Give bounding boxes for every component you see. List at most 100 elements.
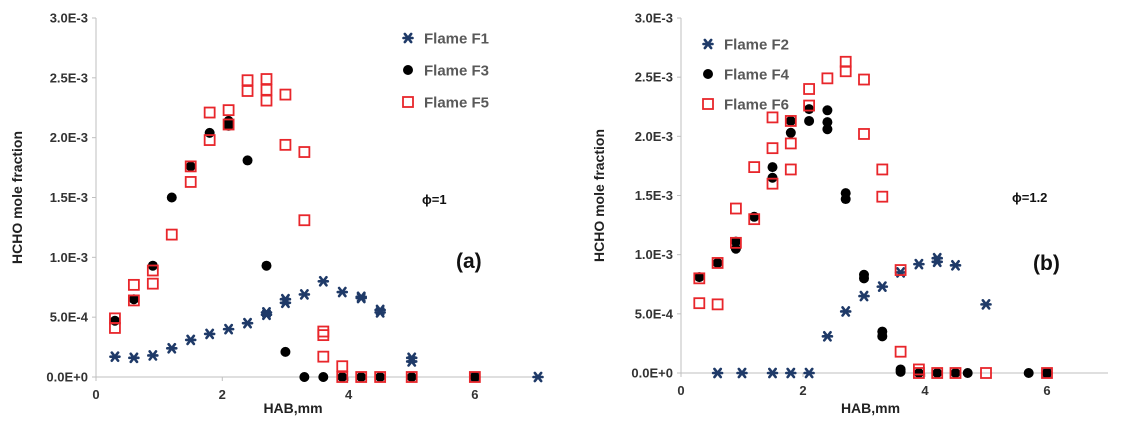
- data-point: [980, 299, 992, 310]
- data-point: [858, 128, 870, 140]
- data-point: [165, 342, 178, 354]
- data-point: [858, 290, 870, 302]
- data-point: [895, 364, 906, 375]
- y-tick-label: 2.0E-3: [635, 129, 673, 144]
- data-point: [355, 371, 368, 383]
- data-point: [147, 350, 159, 361]
- y-tick-label: 2.5E-3: [635, 70, 673, 85]
- data-point: [821, 72, 834, 85]
- legend-label: Flame F4: [724, 67, 790, 84]
- data-point: [913, 363, 925, 376]
- data-point: [128, 352, 140, 364]
- data-point: [184, 176, 197, 188]
- data-point: [222, 104, 235, 117]
- x-tick-label: 2: [799, 383, 806, 398]
- data-point: [317, 329, 330, 342]
- panel-label: (a): [456, 250, 482, 273]
- data-point: [355, 291, 368, 303]
- data-point: [405, 371, 418, 383]
- data-point: [109, 312, 121, 325]
- data-point: [165, 228, 178, 241]
- data-point: [766, 177, 779, 190]
- data-point: [222, 323, 235, 335]
- data-point: [298, 214, 311, 227]
- series-flame-f5: [109, 73, 481, 383]
- data-point: [839, 65, 852, 78]
- data-point: [223, 115, 234, 126]
- y-tick-label: 5.0E-4: [50, 310, 89, 325]
- legend-marker: [402, 96, 414, 108]
- data-point: [203, 328, 216, 340]
- y-tick-label: 0.0E+0: [46, 370, 88, 385]
- x-axis-label: HAB,mm: [841, 400, 900, 416]
- data-point: [298, 289, 311, 300]
- legend-label: Flame F2: [724, 37, 789, 54]
- y-tick-label: 3.0E-3: [635, 11, 673, 26]
- legend-label: Flame F3: [424, 63, 489, 80]
- data-point: [299, 372, 310, 382]
- data-point: [730, 202, 742, 215]
- data-point: [184, 160, 197, 173]
- series-flame-f3: [109, 115, 480, 382]
- data-point: [767, 162, 778, 173]
- data-point: [693, 272, 706, 285]
- data-point: [222, 118, 235, 131]
- legend-marker: [403, 65, 413, 75]
- data-point: [931, 367, 944, 379]
- data-point: [712, 257, 723, 268]
- chart-panel-1: 0.0E+0 5.0E-4 1.0E-3 1.5E-3 2.0E-3 2.5E-3 3.0E…: [591, 11, 1108, 416]
- data-point: [876, 163, 889, 176]
- data-point: [839, 55, 852, 68]
- data-point: [913, 368, 924, 378]
- data-point: [803, 367, 815, 379]
- data-point: [932, 368, 943, 378]
- y-tick-label: 0.0E+0: [631, 366, 673, 381]
- data-point: [730, 243, 741, 254]
- y-tick-label: 3.0E-3: [50, 11, 88, 26]
- data-point: [279, 88, 292, 101]
- data-point: [241, 85, 254, 97]
- data-point: [241, 317, 254, 329]
- data-point: [317, 275, 330, 287]
- data-point: [317, 350, 330, 363]
- data-point: [822, 105, 833, 116]
- data-point: [356, 372, 367, 382]
- data-point: [279, 138, 292, 151]
- data-point: [184, 334, 197, 346]
- data-point: [821, 330, 834, 342]
- data-point: [166, 192, 177, 203]
- data-point: [242, 155, 253, 166]
- y-tick-label: 5.0E-4: [635, 306, 674, 321]
- x-tick-label: 6: [471, 387, 478, 402]
- data-point: [260, 94, 273, 107]
- data-point: [748, 213, 761, 226]
- data-point: [127, 294, 140, 307]
- data-point: [109, 351, 121, 363]
- data-point: [203, 106, 216, 119]
- data-point: [317, 325, 330, 338]
- data-point: [784, 115, 797, 127]
- data-point: [185, 161, 196, 172]
- data-point: [804, 115, 815, 126]
- data-point: [803, 99, 815, 112]
- data-point: [375, 372, 386, 382]
- x-tick-label: 0: [92, 387, 99, 402]
- data-point: [406, 372, 417, 382]
- data-point: [711, 367, 724, 379]
- data-point: [260, 73, 273, 85]
- data-point: [146, 277, 159, 290]
- data-point: [469, 372, 480, 382]
- data-point: [336, 286, 349, 298]
- data-point: [1042, 368, 1052, 378]
- legend: Flame F1 Flame F3 Flame F5: [402, 31, 489, 112]
- data-point: [711, 257, 724, 269]
- x-axis-label: HAB,mm: [263, 400, 322, 416]
- x-tick-label: 4: [921, 383, 929, 398]
- x-tick-label: 4: [345, 387, 353, 402]
- series-flame-f2: [711, 252, 1053, 379]
- data-point: [858, 73, 870, 86]
- data-point: [468, 371, 481, 383]
- data-point: [784, 137, 797, 150]
- data-point: [260, 83, 273, 96]
- data-point: [931, 252, 944, 264]
